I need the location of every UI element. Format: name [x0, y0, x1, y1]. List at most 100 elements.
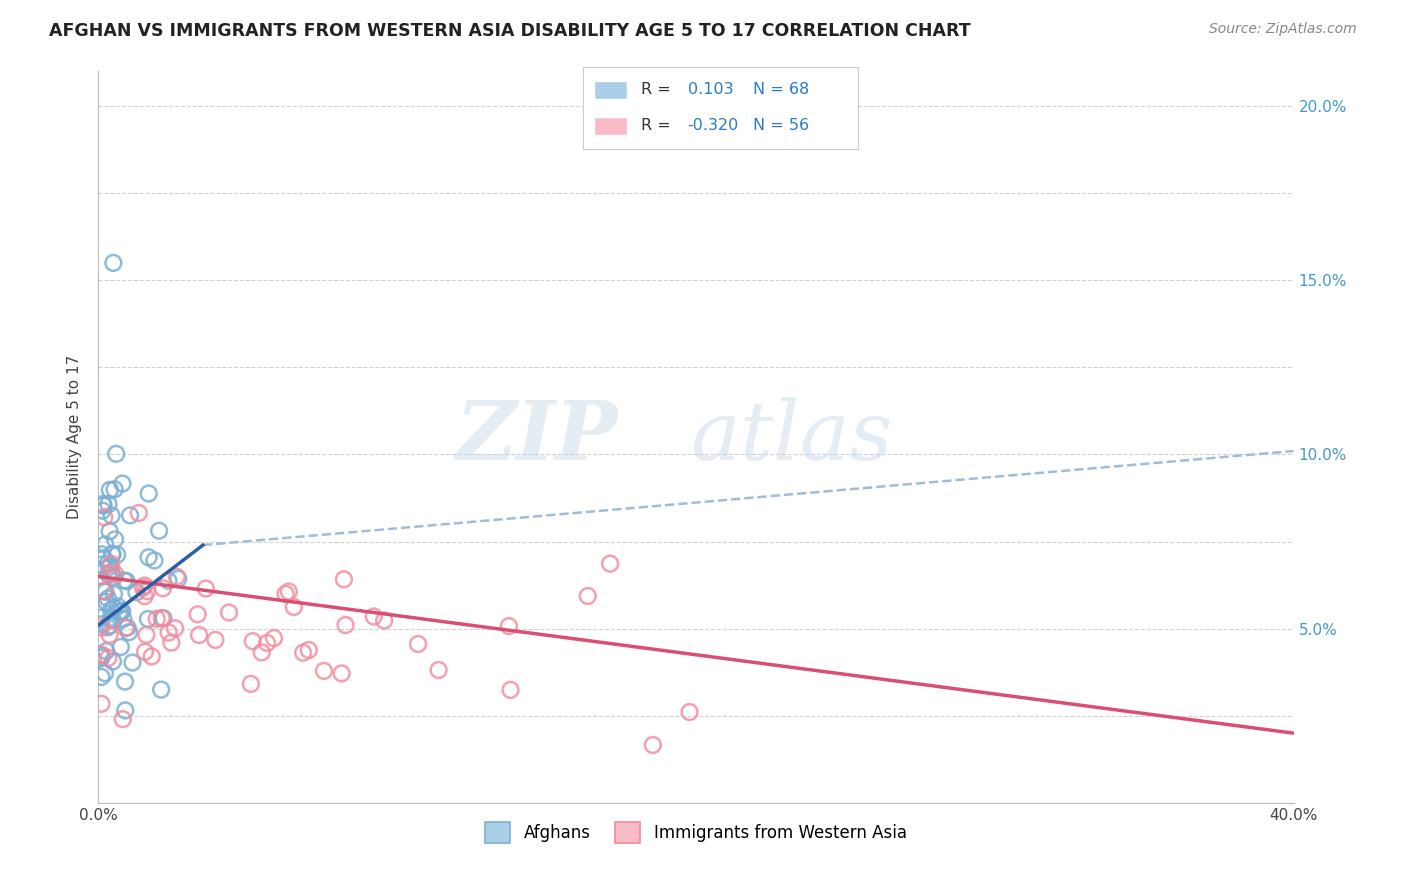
- Point: [187, 607, 209, 622]
- Point: [150, 611, 173, 625]
- FancyBboxPatch shape: [595, 81, 627, 99]
- Point: [114, 674, 136, 689]
- Point: [111, 712, 134, 726]
- Point: [94, 584, 117, 599]
- Text: Source: ZipAtlas.com: Source: ZipAtlas.com: [1209, 22, 1357, 37]
- Point: [96, 595, 118, 609]
- Point: [98, 483, 121, 497]
- Point: [98, 524, 121, 539]
- Point: [160, 635, 183, 649]
- Point: [104, 567, 127, 582]
- Point: [94, 666, 117, 681]
- Point: [152, 582, 174, 596]
- Point: [143, 553, 166, 567]
- Point: [157, 625, 180, 640]
- Point: [132, 581, 155, 595]
- Point: [90, 650, 112, 665]
- Point: [239, 677, 262, 691]
- Point: [111, 604, 134, 618]
- Point: [335, 618, 357, 632]
- Point: [108, 605, 131, 619]
- Point: [96, 620, 118, 634]
- Point: [91, 497, 114, 511]
- Point: [97, 651, 120, 665]
- Point: [100, 613, 122, 627]
- FancyBboxPatch shape: [595, 117, 627, 135]
- Point: [110, 640, 132, 654]
- Point: [188, 628, 211, 642]
- Text: AFGHAN VS IMMIGRANTS FROM WESTERN ASIA DISABILITY AGE 5 TO 17 CORRELATION CHART: AFGHAN VS IMMIGRANTS FROM WESTERN ASIA D…: [49, 22, 970, 40]
- Point: [105, 548, 128, 562]
- Point: [498, 619, 520, 633]
- Point: [111, 476, 134, 491]
- Point: [100, 611, 122, 625]
- Point: [134, 589, 156, 603]
- Point: [103, 570, 125, 584]
- Point: [90, 547, 112, 561]
- Point: [499, 682, 522, 697]
- Point: [135, 628, 157, 642]
- Point: [283, 599, 305, 614]
- Point: [576, 589, 599, 603]
- Point: [90, 697, 112, 711]
- Point: [98, 618, 121, 632]
- Point: [121, 656, 143, 670]
- Point: [91, 503, 114, 517]
- Point: [103, 256, 125, 270]
- Point: [277, 584, 299, 599]
- Point: [105, 447, 128, 461]
- Point: [136, 584, 159, 599]
- Text: N = 68: N = 68: [754, 81, 810, 96]
- Point: [93, 499, 115, 513]
- Point: [101, 547, 124, 561]
- Point: [242, 634, 264, 648]
- Point: [118, 625, 141, 640]
- Point: [157, 574, 180, 588]
- Text: 0.103: 0.103: [688, 81, 734, 96]
- Point: [112, 574, 135, 588]
- Point: [330, 666, 353, 681]
- Point: [145, 612, 167, 626]
- Point: [218, 606, 240, 620]
- Point: [101, 654, 124, 668]
- Point: [166, 569, 188, 583]
- Point: [97, 567, 120, 582]
- Point: [312, 664, 335, 678]
- Point: [90, 617, 112, 632]
- Point: [138, 486, 160, 500]
- Point: [641, 738, 664, 752]
- Point: [90, 558, 112, 572]
- Point: [100, 508, 122, 523]
- Point: [115, 574, 138, 589]
- Point: [333, 572, 356, 586]
- Point: [141, 649, 163, 664]
- Point: [427, 663, 450, 677]
- Point: [90, 648, 112, 662]
- Point: [165, 621, 187, 635]
- Point: [97, 591, 120, 606]
- Point: [678, 705, 700, 719]
- Point: [373, 614, 395, 628]
- Point: [120, 508, 142, 523]
- Point: [117, 621, 139, 635]
- Point: [134, 645, 156, 659]
- Point: [101, 547, 124, 561]
- Point: [107, 599, 129, 614]
- Point: [167, 572, 190, 586]
- Point: [599, 557, 621, 571]
- Point: [93, 510, 115, 524]
- Point: [250, 645, 273, 659]
- Point: [97, 557, 120, 571]
- Point: [112, 612, 135, 626]
- Text: R =: R =: [641, 81, 671, 96]
- Point: [194, 582, 217, 596]
- Point: [256, 636, 278, 650]
- Point: [134, 578, 156, 592]
- Point: [136, 612, 159, 626]
- Point: [93, 551, 115, 566]
- Point: [150, 682, 173, 697]
- Point: [98, 628, 121, 642]
- Point: [90, 670, 112, 684]
- Point: [100, 603, 122, 617]
- Point: [104, 483, 127, 497]
